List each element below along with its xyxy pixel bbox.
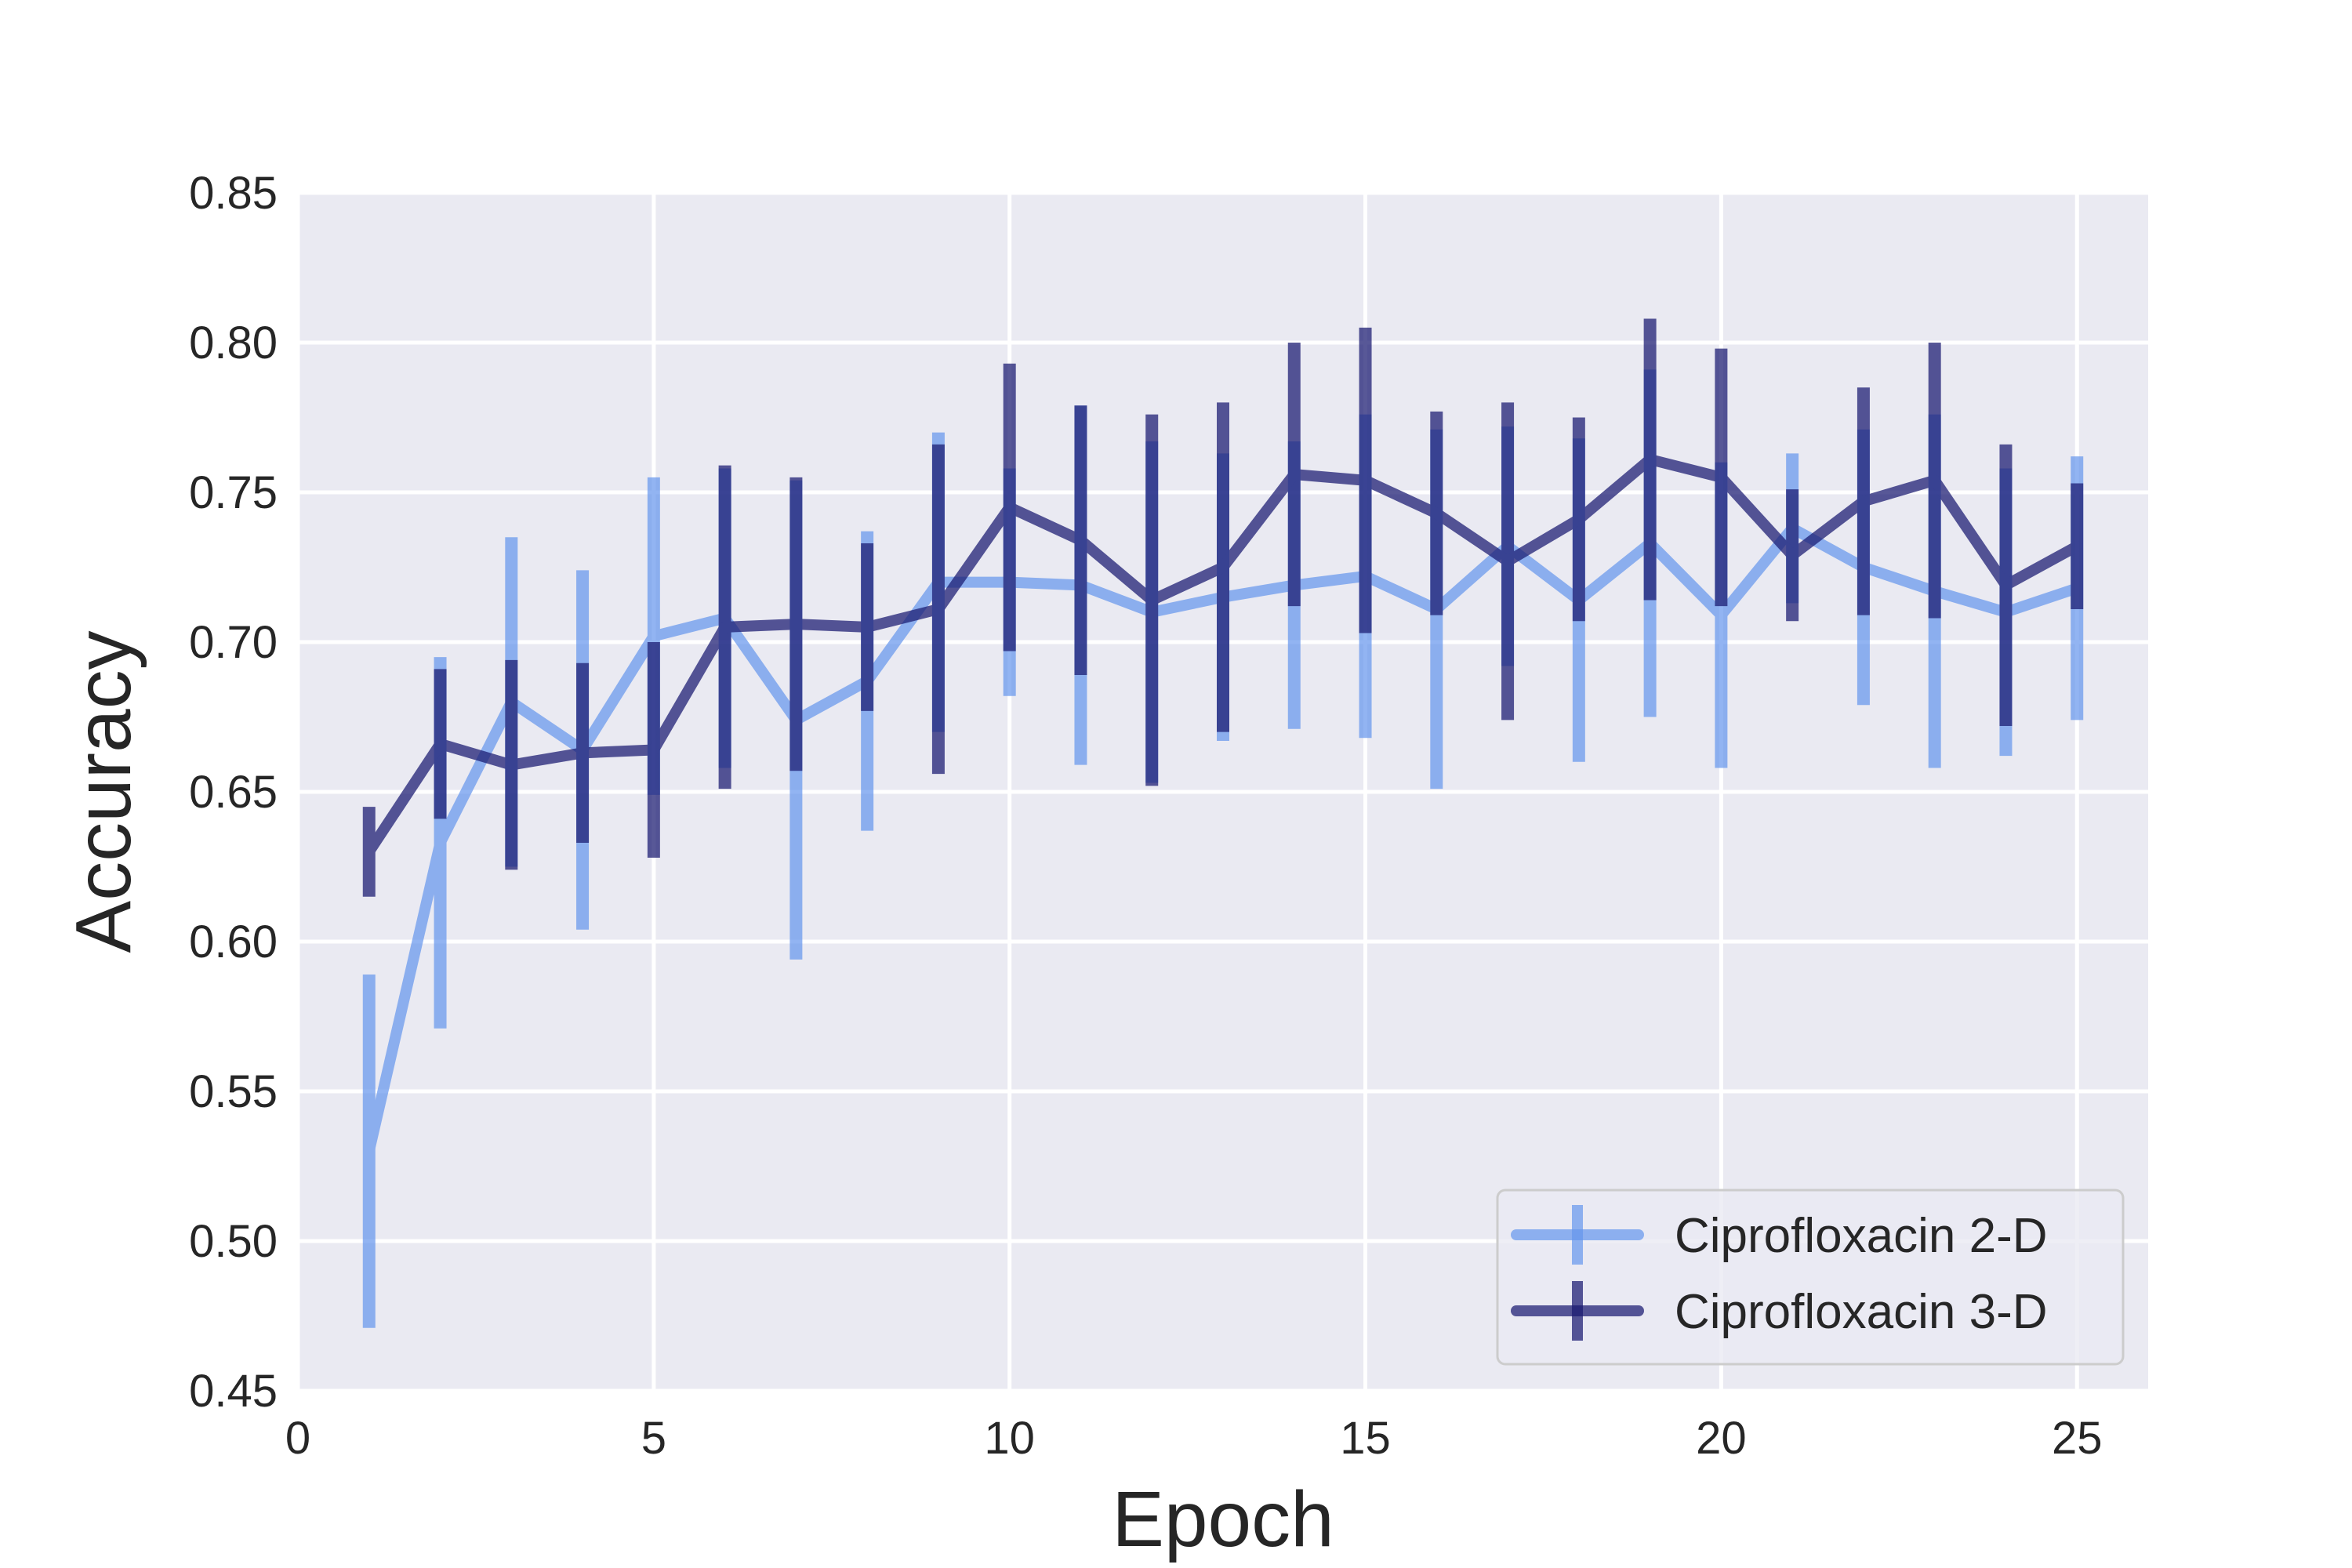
legend: Ciprofloxacin 2-D Ciprofloxacin 3-D [1496, 1189, 2125, 1366]
x-tick-label: 5 [641, 1413, 666, 1464]
y-axis-title: Accuracy [60, 630, 147, 953]
y-tick-label: 0.70 [189, 617, 278, 668]
y-tick-label: 0.45 [189, 1366, 278, 1417]
x-tick-label: 25 [2052, 1413, 2103, 1464]
x-tick-label: 20 [1696, 1413, 1747, 1464]
y-tick-label: 0.50 [189, 1216, 278, 1267]
series-3d [362, 318, 2084, 897]
x-tick-label: 15 [1340, 1413, 1391, 1464]
y-tick-label: 0.80 [189, 318, 278, 368]
y-tick-label: 0.60 [189, 916, 278, 967]
y-tick-label: 0.65 [189, 767, 278, 818]
legend-label-3d: Ciprofloxacin 3-D [1675, 1285, 2048, 1339]
y-tick-label: 0.75 [189, 467, 278, 518]
y-tick-label: 0.85 [189, 168, 278, 219]
legend-label-2d: Ciprofloxacin 2-D [1675, 1209, 2048, 1263]
x-tick-label: 10 [984, 1413, 1035, 1464]
series-line [363, 453, 2083, 858]
series-layer [362, 318, 2084, 1328]
x-tick-label: 0 [285, 1413, 310, 1464]
legend-box [1496, 1189, 2125, 1366]
y-tick-label: 0.55 [189, 1066, 278, 1117]
tick-labels: 0 5 10 15 20 25 0.45 0.50 0.55 0.60 0.65 0.70 0.75 0.… [189, 168, 2102, 1464]
x-axis-title: Epoch [1112, 1475, 1334, 1563]
